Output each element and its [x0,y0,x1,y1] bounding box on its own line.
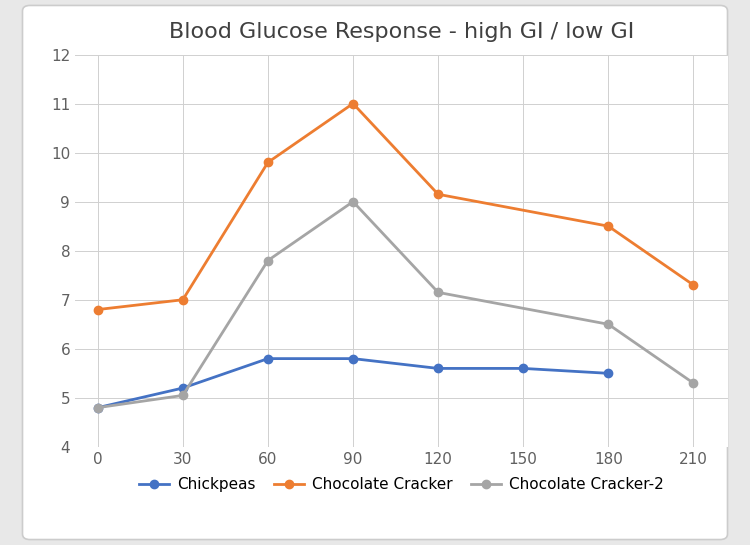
Chickpeas [519,365,528,372]
Line: Chocolate Cracker-2: Chocolate Cracker-2 [94,197,698,412]
Title: Blood Glucose Response - high GI / low GI: Blood Glucose Response - high GI / low G… [169,22,634,42]
Chocolate Cracker-2 [349,198,358,205]
Chickpeas [604,370,613,377]
Chocolate Cracker [689,282,698,288]
Chocolate Cracker [349,100,358,107]
Chocolate Cracker-2 [93,404,102,411]
Chocolate Cracker-2 [433,289,442,295]
Chocolate Cracker [263,159,272,166]
Chickpeas [178,385,188,391]
Chickpeas [263,355,272,362]
Chocolate Cracker-2 [263,257,272,264]
Line: Chocolate Cracker: Chocolate Cracker [94,99,698,314]
Chickpeas [93,404,102,411]
Chocolate Cracker [604,223,613,229]
Chocolate Cracker [93,306,102,313]
Chickpeas [349,355,358,362]
Line: Chickpeas: Chickpeas [94,354,613,412]
Chickpeas [433,365,442,372]
Chocolate Cracker-2 [689,380,698,386]
Chocolate Cracker-2 [604,321,613,328]
Legend: Chickpeas, Chocolate Cracker, Chocolate Cracker-2: Chickpeas, Chocolate Cracker, Chocolate … [133,471,670,498]
Chocolate Cracker [178,296,188,303]
Chocolate Cracker-2 [178,392,188,398]
Chocolate Cracker [433,191,442,197]
